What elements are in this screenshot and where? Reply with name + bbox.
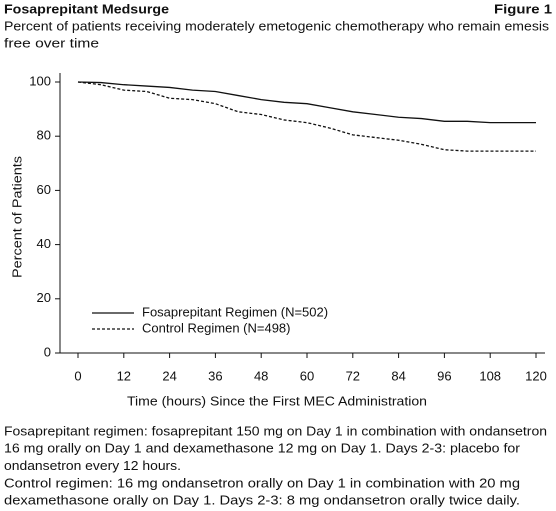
x-tick-label: 48 bbox=[254, 368, 268, 383]
legend-label: Control Regimen (N=498) bbox=[142, 320, 290, 335]
legend-label: Fosaprepitant Regimen (N=502) bbox=[142, 304, 328, 319]
x-tick-label: 72 bbox=[346, 368, 360, 383]
x-tick-label: 36 bbox=[208, 368, 222, 383]
series-line bbox=[77, 81, 536, 152]
y-tick-label: 0 bbox=[44, 344, 51, 359]
chart-title: Fosaprepitant Medsurge bbox=[4, 1, 169, 16]
x-tick-label: 24 bbox=[162, 368, 176, 383]
x-tick-label: 120 bbox=[525, 368, 547, 383]
x-tick-label: 12 bbox=[117, 368, 131, 383]
y-axis-label: Percent of Patients bbox=[9, 155, 24, 278]
y-tick-label: 20 bbox=[37, 290, 51, 305]
subtitle: free over time bbox=[4, 35, 99, 50]
y-tick-label: 40 bbox=[37, 236, 51, 251]
subtitle: Percent of patients receiving moderately… bbox=[4, 18, 550, 33]
x-tick-label: 0 bbox=[74, 368, 81, 383]
footnote: Fosaprepitant regimen: fosaprepitant 150… bbox=[4, 423, 547, 438]
footnote: ondansetron every 12 hours. bbox=[4, 458, 181, 473]
series-line bbox=[77, 81, 536, 124]
y-tick-label: 80 bbox=[37, 128, 51, 143]
y-tick-label: 100 bbox=[29, 73, 51, 88]
x-tick-label: 60 bbox=[300, 368, 314, 383]
footnote: dexamethasone orally on Day 1. Days 2-3:… bbox=[4, 493, 520, 508]
x-tick-label: 84 bbox=[391, 368, 405, 383]
footnote: Control regimen: 16 mg ondansetron orall… bbox=[4, 475, 520, 490]
x-tick-label: 108 bbox=[479, 368, 501, 383]
footnote: 16 mg orally on Day 1 and dexamethasone … bbox=[4, 441, 521, 456]
figure-label: Figure 1 bbox=[494, 1, 552, 16]
y-tick-label: 60 bbox=[37, 182, 51, 197]
x-tick-label: 96 bbox=[437, 368, 451, 383]
x-axis-label: Time (hours) Since the First MEC Adminis… bbox=[127, 393, 427, 408]
